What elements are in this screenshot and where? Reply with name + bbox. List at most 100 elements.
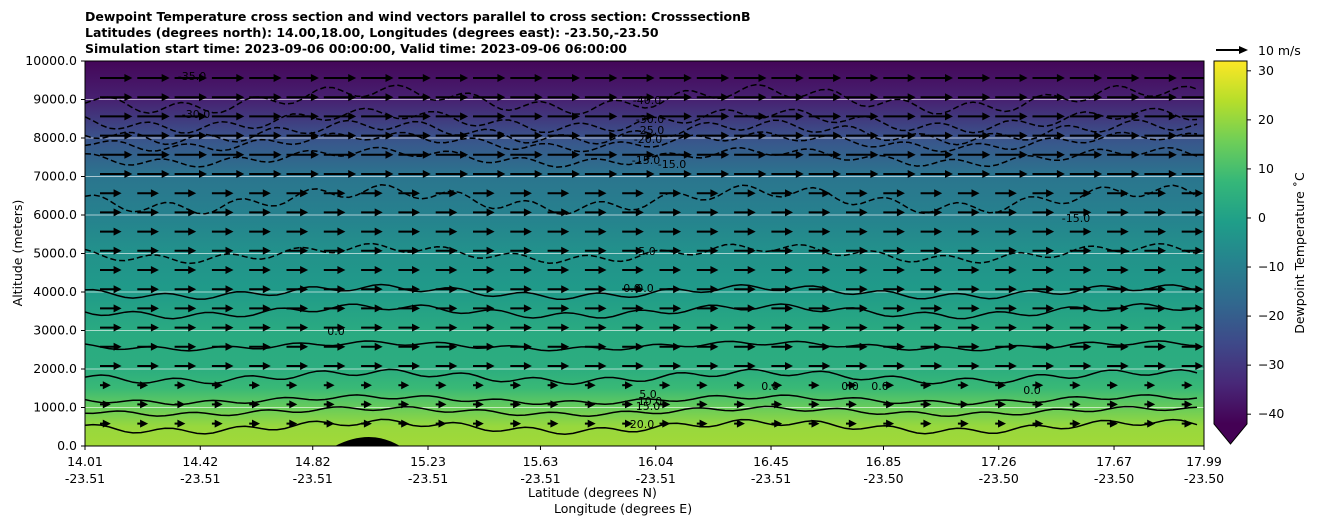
wind-vector-head (747, 227, 756, 236)
wind-vector-head (945, 112, 953, 121)
wind-vector-head (523, 227, 532, 236)
wind-vector-head (1184, 381, 1193, 390)
wind-vector-head (673, 323, 682, 332)
wind-vector-head (262, 227, 271, 236)
contour-line (85, 131, 1198, 153)
wind-vector-head (673, 227, 682, 236)
wind-vector-head (710, 246, 719, 255)
wind-vector-head (422, 170, 431, 178)
wind-vector-head (1131, 170, 1140, 178)
wind-vector-head (252, 400, 260, 409)
wind-vector-head (561, 323, 570, 332)
wind-vector-head (1195, 208, 1204, 217)
wind-vector-head (859, 304, 868, 313)
wind-vector-head (1046, 362, 1055, 370)
contour-line (85, 146, 1198, 168)
wind-vector-head (1131, 150, 1140, 159)
wind-vector-head (124, 74, 133, 82)
wind-vector-head (960, 400, 969, 409)
wind-vector-head (1195, 189, 1204, 198)
wind-vector-head (523, 266, 532, 274)
wind-vector-head (635, 189, 644, 198)
wind-vector-head (747, 323, 756, 332)
wind-vector-head (337, 362, 346, 370)
wind-vector-head (1147, 419, 1156, 428)
wind-vector-head (625, 419, 633, 428)
wind-vector-head (486, 362, 495, 370)
wind-vector-head (486, 285, 495, 294)
contour-line (85, 107, 1198, 134)
wind-vector-head (1019, 170, 1028, 178)
wind-vector-head (572, 170, 580, 178)
wind-vector-head (673, 304, 682, 313)
colorbar-tick-label: −20 (1258, 308, 1284, 323)
wind-vector-head (337, 189, 346, 198)
wind-vector-head (758, 150, 767, 159)
y-tick-label: 8000.0 (33, 130, 77, 145)
wind-vector-head (1019, 74, 1028, 82)
wind-vector-head (300, 208, 309, 217)
wind-vector-head (982, 112, 991, 121)
wind-vector-head (1195, 246, 1204, 255)
wind-vector-head (736, 381, 745, 390)
wind-vector-head (934, 323, 943, 332)
wind-vector-head (646, 131, 655, 140)
wind-vector-head (513, 419, 522, 428)
wind-vector-head (1046, 246, 1055, 255)
wind-vector-head (896, 208, 905, 217)
chart-title-line-3: Simulation start time: 2023-09-06 00:00:… (85, 41, 627, 56)
wind-vector-head (497, 112, 506, 121)
wind-vector-head (177, 400, 186, 409)
wind-vector-head (710, 285, 719, 294)
wind-vector-head (710, 342, 719, 351)
wind-vector-head (934, 342, 943, 351)
wind-vector-head (1120, 266, 1129, 274)
wind-vector-head (683, 74, 692, 82)
contour-label: 10.0 (638, 395, 663, 408)
wind-vector-head (896, 285, 905, 294)
wind-vector-head (124, 93, 133, 102)
wind-vector-head (1168, 112, 1177, 121)
wind-vector-head (662, 381, 671, 390)
wind-vector-head (945, 150, 953, 159)
wind-vector-head (225, 362, 234, 370)
wind-vector-head (214, 400, 223, 409)
wind-vector-head (523, 362, 532, 370)
wind-vector-head (326, 400, 335, 409)
wind-vector-head (1206, 132, 1214, 140)
wind-vector-head (374, 285, 383, 294)
wind-vector-head (337, 208, 346, 217)
wind-vector-head (896, 227, 905, 236)
wind-vector-head (150, 266, 159, 274)
wind-vector-head (310, 74, 319, 82)
wind-vector-head (1094, 93, 1103, 102)
x-axis-label-latitude: Latitude (degrees N) (528, 485, 657, 500)
wind-vector-head (758, 170, 767, 178)
wind-vector-head (363, 400, 372, 409)
wind-vector-head (1131, 131, 1140, 140)
y-tick-label: 3000.0 (33, 323, 77, 338)
colorbar-frame (1213, 60, 1248, 445)
wind-vector-head (102, 400, 111, 409)
wind-vector-head (1046, 304, 1055, 313)
wind-vector-head (534, 112, 543, 121)
wind-vector-head (337, 323, 346, 332)
wind-vector-head (1158, 285, 1166, 294)
wind-vector-head (140, 400, 149, 409)
contour-label: 0.0 (871, 380, 889, 393)
contour-label: -15.0 (1062, 212, 1090, 225)
wind-vector-head (1046, 227, 1055, 236)
wind-vector-head (113, 342, 122, 351)
wind-vector-head (598, 362, 607, 370)
wind-vector-head (188, 304, 197, 313)
wind-vector-head (374, 323, 383, 332)
wind-vector-head (1120, 227, 1129, 236)
contour-line (85, 303, 1198, 320)
contour-label: -30.0 (182, 108, 210, 121)
y-tick-label: 5000.0 (33, 246, 77, 261)
wind-vector-head (1158, 304, 1166, 313)
contour-label: -25.0 (636, 124, 664, 137)
wind-vector-head (934, 208, 943, 217)
wind-vector-head (598, 304, 607, 313)
wind-vector-head (683, 131, 692, 140)
